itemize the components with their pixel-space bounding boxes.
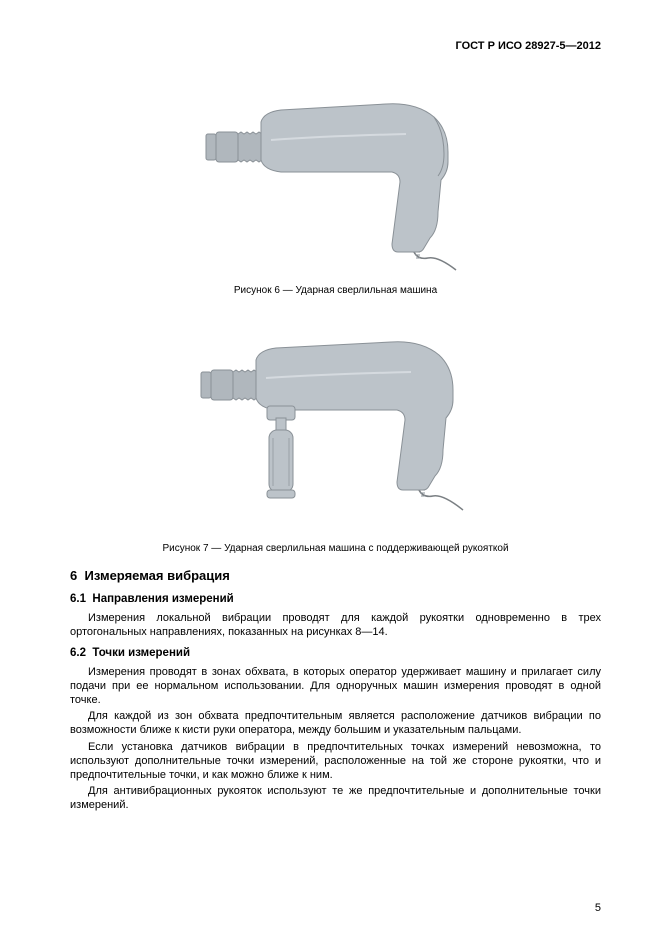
para-6-2-4: Для антивибрационных рукояток используют… — [70, 784, 601, 812]
section-6-heading: 6 Измеряемая вибрация — [70, 568, 601, 583]
figure-7 — [70, 310, 601, 535]
subsection-num: 6.2 — [70, 647, 86, 659]
subsection-title: Направления измерений — [92, 593, 233, 605]
para-6-2-1: Измерения проводят в зонах обхвата, в ко… — [70, 665, 601, 707]
doc-header: ГОСТ Р ИСО 28927-5—2012 — [70, 40, 601, 52]
figure-6-caption: Рисунок 6 — Ударная сверлильная машина — [70, 285, 601, 296]
section-title: Измеряемая вибрация — [84, 568, 229, 583]
page-number: 5 — [595, 902, 601, 914]
section-num: 6 — [70, 568, 77, 583]
drill-icon — [186, 62, 486, 272]
page: ГОСТ Р ИСО 28927-5—2012 Рис — [0, 0, 661, 936]
para-6-2-2: Для каждой из зон обхвата предпочтительн… — [70, 709, 601, 737]
figure-6 — [70, 62, 601, 277]
drill-with-handle-icon — [181, 310, 491, 530]
para-6-2-3: Если установка датчиков вибрации в предп… — [70, 740, 601, 782]
subsection-num: 6.1 — [70, 593, 86, 605]
subsection-6-2-heading: 6.2 Точки измерений — [70, 647, 601, 659]
subsection-title: Точки измерений — [92, 647, 190, 659]
para-6-1-1: Измерения локальной вибрации проводят дл… — [70, 611, 601, 639]
figure-7-caption: Рисунок 7 — Ударная сверлильная машина с… — [70, 543, 601, 554]
subsection-6-1-heading: 6.1 Направления измерений — [70, 593, 601, 605]
